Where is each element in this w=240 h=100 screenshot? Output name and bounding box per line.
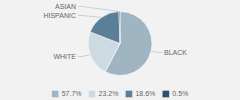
leader-line [151, 51, 162, 52]
pie-slice [90, 12, 120, 44]
legend-label: 18.6% [135, 90, 155, 97]
leader-line [78, 55, 90, 57]
legend-label: 23.2% [99, 90, 119, 97]
slice-label: WHITE [53, 53, 76, 60]
legend-swatch [89, 91, 96, 98]
legend-swatch [162, 91, 169, 98]
slice-label: HISPANIC [43, 12, 76, 19]
legend-item: 0.5% [162, 90, 188, 97]
legend-label: 0.5% [172, 90, 188, 97]
legend: 57.7% 23.2% 18.6% 0.5% [52, 90, 189, 97]
slice-label: ASIAN [55, 3, 76, 10]
slice-label: BLACK [164, 49, 187, 56]
legend-swatch [125, 91, 132, 98]
chart-svg: BLACK WHITE HISPANIC ASIAN 57.7% 23.2% 18.6% 0.… [0, 0, 240, 100]
legend-swatch [52, 91, 59, 98]
pie-slice [119, 12, 120, 44]
pie: BLACK WHITE HISPANIC ASIAN [43, 3, 187, 76]
legend-item: 18.6% [125, 90, 155, 97]
legend-label: 57.7% [62, 90, 82, 97]
leader-line [78, 16, 102, 18]
legend-item: 23.2% [89, 90, 119, 97]
leader-line [78, 7, 119, 12]
legend-item: 57.7% [52, 90, 82, 97]
